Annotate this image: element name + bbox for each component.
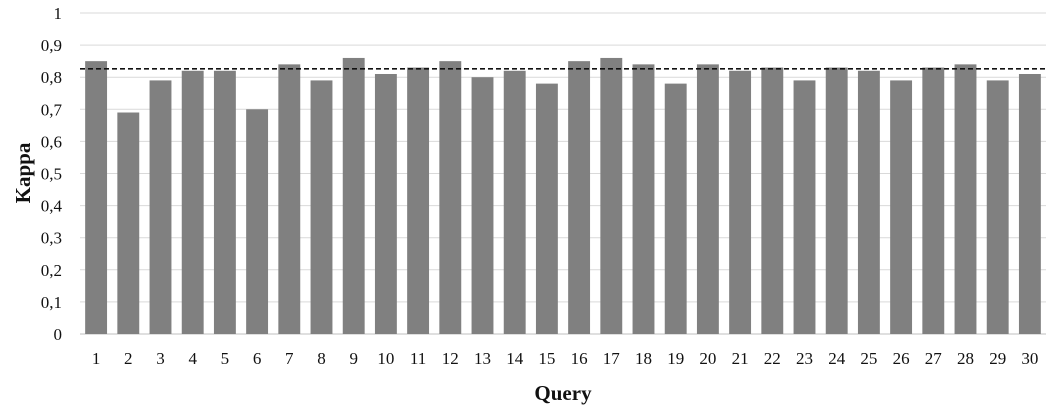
x-tick-label: 6 <box>253 349 262 368</box>
y-tick-label: 0,1 <box>41 293 62 312</box>
bar-query-4 <box>181 70 204 334</box>
bar-query-7 <box>278 64 301 335</box>
bar-query-15 <box>535 83 558 335</box>
bar-query-30 <box>1018 73 1041 335</box>
y-tick-label: 0,7 <box>41 100 63 119</box>
x-tick-label: 7 <box>285 349 294 368</box>
x-tick-label: 30 <box>1021 349 1038 368</box>
y-tick-label: 0,2 <box>41 261 62 280</box>
y-tick-label: 0,6 <box>41 132 62 151</box>
x-tick-label: 12 <box>442 349 459 368</box>
x-tick-label: 21 <box>732 349 749 368</box>
x-tick-label: 20 <box>699 349 716 368</box>
bar-query-10 <box>374 73 397 335</box>
bar-query-18 <box>632 64 655 335</box>
bar-query-1 <box>85 61 108 335</box>
x-tick-label: 4 <box>188 349 197 368</box>
bar-query-20 <box>696 64 719 335</box>
y-tick-label: 0,9 <box>41 36 62 55</box>
bar-query-17 <box>600 57 623 334</box>
x-tick-label: 27 <box>925 349 943 368</box>
bar-query-2 <box>117 112 140 334</box>
bar-query-3 <box>149 80 172 334</box>
bar-query-5 <box>213 70 236 334</box>
bar-query-14 <box>503 70 526 334</box>
y-tick-label: 0,5 <box>41 165 62 184</box>
y-tick-label: 1 <box>54 4 63 23</box>
bar-query-12 <box>439 61 462 335</box>
x-axis-title: Query <box>534 381 592 405</box>
y-tick-label: 0,4 <box>41 197 63 216</box>
bar-query-22 <box>761 67 784 334</box>
x-tick-label: 10 <box>377 349 394 368</box>
bar-query-29 <box>986 80 1009 334</box>
x-tick-label: 5 <box>221 349 230 368</box>
x-tick-label: 11 <box>410 349 426 368</box>
bar-query-25 <box>857 70 880 334</box>
bar-query-24 <box>825 67 848 334</box>
bar-query-8 <box>310 80 333 334</box>
x-tick-label: 22 <box>764 349 781 368</box>
bar-query-6 <box>246 109 269 334</box>
x-tick-label: 1 <box>92 349 101 368</box>
bar-query-27 <box>922 67 945 334</box>
y-axis-title: Kappa <box>11 142 35 203</box>
bar-query-13 <box>471 77 494 334</box>
x-tick-label: 2 <box>124 349 133 368</box>
bar-query-21 <box>729 70 752 334</box>
x-tick-label: 29 <box>989 349 1006 368</box>
x-tick-label: 17 <box>603 349 621 368</box>
x-tick-label: 14 <box>506 349 524 368</box>
x-tick-label: 25 <box>860 349 877 368</box>
y-tick-label: 0,8 <box>41 68 62 87</box>
x-tick-label: 9 <box>349 349 358 368</box>
bar-query-19 <box>664 83 687 335</box>
gridlines <box>80 12 1046 335</box>
x-tick-label: 8 <box>317 349 326 368</box>
bar-query-11 <box>407 67 430 334</box>
y-tick-label: 0,3 <box>41 229 62 248</box>
bar-query-16 <box>568 61 591 335</box>
bars <box>85 57 1041 335</box>
x-tick-label: 19 <box>667 349 684 368</box>
x-tick-label: 3 <box>156 349 165 368</box>
bar-query-23 <box>793 80 816 334</box>
x-tick-label: 13 <box>474 349 491 368</box>
y-tick-labels: 0 0,1 0,2 0,3 0,4 0,5 0,6 0,7 0,8 0,9 1 <box>41 4 63 344</box>
x-tick-label: 28 <box>957 349 974 368</box>
x-tick-label: 26 <box>893 349 910 368</box>
x-tick-labels: 1 2 3 4 5 6 7 8 9 10 11 12 13 14 15 16 17 18 19 20 21 22 23 24 2… <box>92 349 1039 368</box>
x-tick-label: 24 <box>828 349 846 368</box>
x-tick-label: 15 <box>538 349 555 368</box>
bar-query-9 <box>342 57 365 334</box>
x-tick-label: 23 <box>796 349 813 368</box>
bar-query-26 <box>890 80 913 334</box>
x-tick-label: 16 <box>571 349 588 368</box>
x-tick-label: 18 <box>635 349 652 368</box>
y-tick-label: 0 <box>54 325 63 344</box>
bar-query-28 <box>954 64 977 335</box>
